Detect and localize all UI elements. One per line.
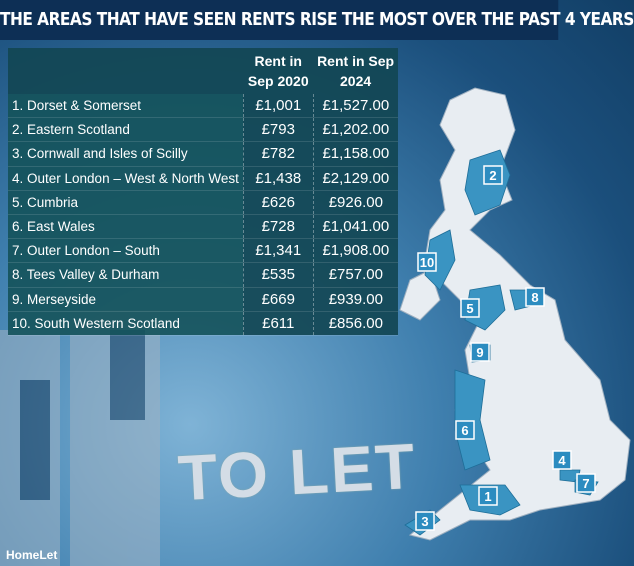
marker-label: 3 xyxy=(421,514,428,529)
rent-cell: £626 xyxy=(242,190,314,215)
area-cell: 7. Outer London – South xyxy=(8,238,244,264)
map-marker xyxy=(470,342,490,362)
table-row: 4. Outer London – West & North West £1,43… xyxy=(8,166,398,191)
header-row: Rent in Sep 2020 Rent in Sep 2024 xyxy=(8,48,398,94)
rent-cell: £856.00 xyxy=(312,311,398,336)
map-marker xyxy=(483,165,503,185)
area-cell: 9. Merseyside xyxy=(8,287,244,312)
map-marker xyxy=(415,511,435,531)
table-row: 2. Eastern Scotland £793 £1,202.00 xyxy=(8,117,398,143)
table-row: 10. South Western Scotland £611 £856.00 xyxy=(8,311,398,336)
highlighted-regions xyxy=(404,149,599,536)
rent-cell: £782 xyxy=(242,141,314,167)
building xyxy=(0,310,160,566)
map-marker xyxy=(576,473,596,493)
area-cell: 4. Outer London – West & North West xyxy=(8,166,244,191)
marker-label: 5 xyxy=(466,301,473,316)
rent-cell: £1,527.00 xyxy=(312,94,398,119)
table-row: 1. Dorset & Somerset £1,001 £1,527.00 xyxy=(8,94,398,119)
rent-cell: £1,438 xyxy=(242,166,314,191)
credit: HomeLet xyxy=(6,548,58,562)
area-cell: 6. East Wales xyxy=(8,214,244,240)
map-marker xyxy=(525,287,545,307)
rent-cell: £939.00 xyxy=(312,287,398,312)
rent-table: Rent in Sep 2020 Rent in Sep 2024 1. Dors… xyxy=(8,48,398,336)
to-let-sign: TO LET xyxy=(176,429,419,515)
uk-map xyxy=(408,87,631,541)
table-body: 1. Dorset & Somerset £1,001 £1,527.00 2. Ea… xyxy=(8,94,398,336)
marker-label: 10 xyxy=(420,255,434,270)
marker-label: 6 xyxy=(461,423,468,438)
table-row: 7. Outer London – South £1,341 £1,908.00 xyxy=(8,238,398,264)
rent-cell: £1,158.00 xyxy=(312,141,398,167)
rent-cell: £728 xyxy=(242,214,314,240)
area-cell: 10. South Western Scotland xyxy=(8,311,244,336)
marker-label: 4 xyxy=(558,453,566,468)
table-row: 6. East Wales £728 £1,041.00 xyxy=(8,214,398,240)
map-marker xyxy=(455,420,475,440)
rent-cell: £1,001 xyxy=(242,94,314,119)
map-marker xyxy=(417,252,437,272)
area-cell: 1. Dorset & Somerset xyxy=(8,94,244,119)
area-cell: 3. Cornwall and Isles of Scilly xyxy=(8,141,244,167)
marker-label: 9 xyxy=(476,345,483,360)
marker-label: 1 xyxy=(484,489,491,504)
title: THE AREAS THAT HAVE SEEN RENTS RISE THE … xyxy=(0,0,634,40)
marker-label: 8 xyxy=(531,290,538,305)
rent-cell: £793 xyxy=(242,117,314,143)
rent-cell: £1,341 xyxy=(242,238,314,264)
rent-cell: £1,041.00 xyxy=(312,214,398,240)
column-header: Rent in Sep 2024 xyxy=(313,48,398,94)
rent-cell: £1,202.00 xyxy=(312,117,398,143)
marker-label: 7 xyxy=(582,476,589,491)
rent-cell: £757.00 xyxy=(312,262,398,288)
rent-cell: £926.00 xyxy=(312,190,398,215)
area-cell: 5. Cumbria xyxy=(8,190,244,215)
map-marker xyxy=(478,486,498,506)
area-cell: 2. Eastern Scotland xyxy=(8,117,244,143)
table-row: 3. Cornwall and Isles of Scilly £782 £1,15… xyxy=(8,141,398,167)
rent-cell: £611 xyxy=(242,311,314,336)
rent-cell: £2,129.00 xyxy=(312,166,398,191)
rent-cell: £669 xyxy=(242,287,314,312)
table-row: 5. Cumbria £626 £926.00 xyxy=(8,190,398,215)
table-row: 9. Merseyside £669 £939.00 xyxy=(8,287,398,312)
marker-label: 2 xyxy=(489,168,496,183)
column-header: Rent in Sep 2020 xyxy=(243,48,314,94)
column-header xyxy=(8,48,244,94)
table-row: 8. Tees Valley & Durham £535 £757.00 xyxy=(8,262,398,288)
map-marker xyxy=(552,450,572,470)
rent-cell: £1,908.00 xyxy=(312,238,398,264)
map-marker xyxy=(460,298,480,318)
area-cell: 8. Tees Valley & Durham xyxy=(8,262,244,288)
rent-cell: £535 xyxy=(242,262,314,288)
